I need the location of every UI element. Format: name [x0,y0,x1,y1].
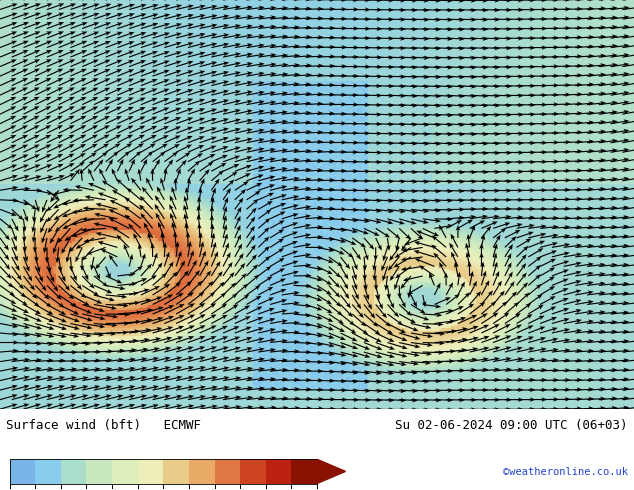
Bar [112,459,138,484]
Bar [61,459,86,484]
Bar [292,459,317,484]
Bar [86,459,112,484]
Bar [10,459,317,484]
Bar [240,459,266,484]
Text: ©weatheronline.co.uk: ©weatheronline.co.uk [503,467,628,477]
Bar [266,459,292,484]
Bar [10,459,35,484]
Bar [189,459,214,484]
Bar [164,459,189,484]
Text: Su 02-06-2024 09:00 UTC (06+03): Su 02-06-2024 09:00 UTC (06+03) [395,419,628,432]
Bar [214,459,240,484]
Bar [138,459,163,484]
Bar [35,459,61,484]
Text: Surface wind (bft)   ECMWF: Surface wind (bft) ECMWF [6,419,202,432]
Polygon shape [317,459,346,484]
